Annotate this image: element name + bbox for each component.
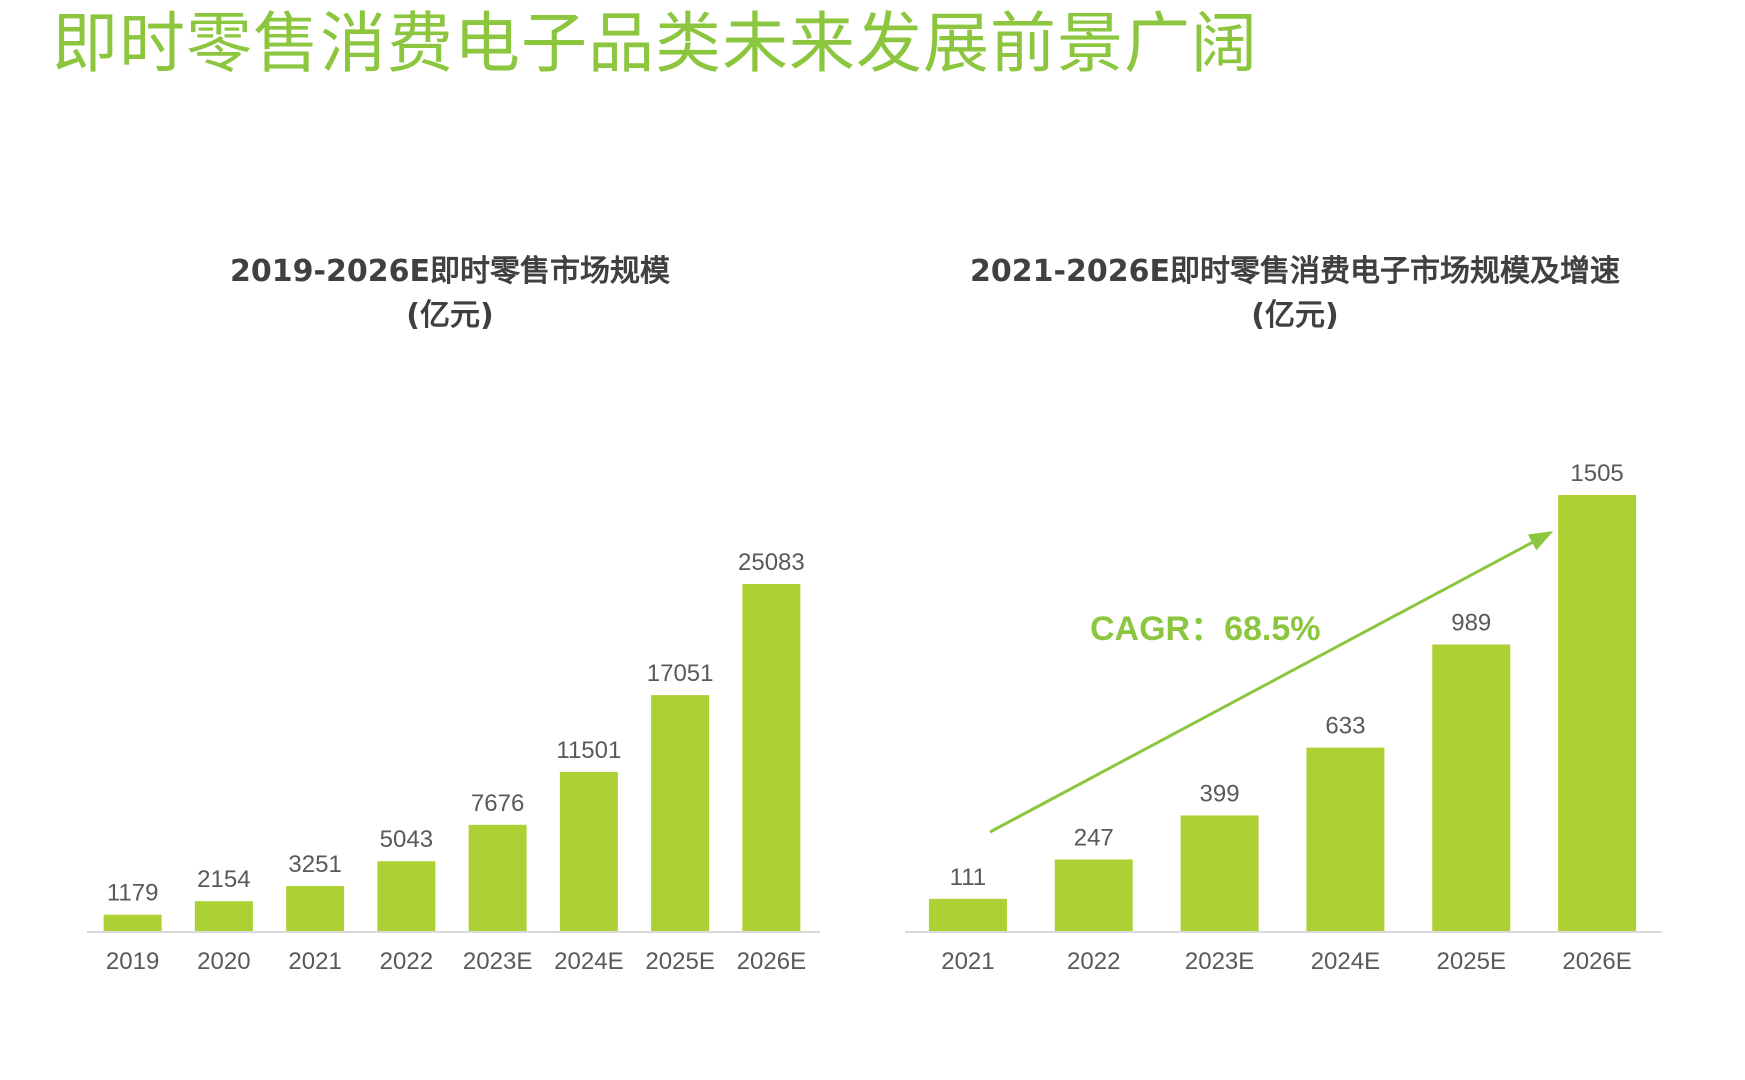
- right-chart-heading: 2021-2026E即时零售消费电子市场规模及增速 (亿元): [900, 250, 1690, 338]
- left-chart-heading: 2019-2026E即时零售市场规模 (亿元): [170, 250, 730, 338]
- right-chart-subtitle: (亿元): [1251, 298, 1339, 333]
- left-chart-panel: 2019-2026E即时零售市场规模 (亿元): [0, 0, 870, 1080]
- left-chart-subtitle: (亿元): [406, 298, 494, 333]
- page-title: 即时零售消费电子品类未来发展前景广阔: [52, 5, 1258, 82]
- left-chart-title: 2019-2026E即时零售市场规模: [230, 254, 670, 289]
- right-chart-title: 2021-2026E即时零售消费电子市场规模及增速: [970, 254, 1620, 289]
- right-chart-panel: 2021-2026E即时零售消费电子市场规模及增速 (亿元): [870, 0, 1745, 1080]
